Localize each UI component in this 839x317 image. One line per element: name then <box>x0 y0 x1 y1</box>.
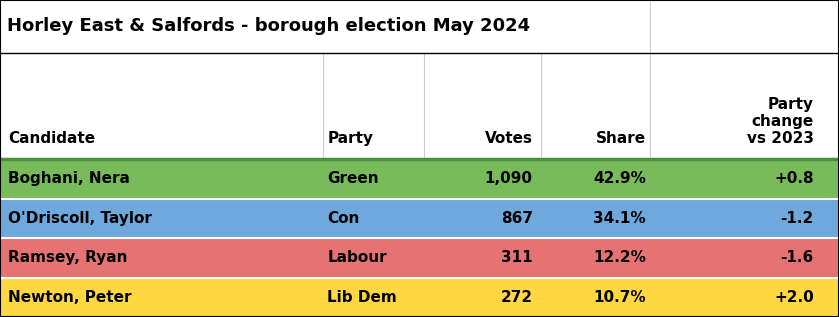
Bar <box>0 53 839 159</box>
Bar <box>0 0 839 53</box>
Text: -1.2: -1.2 <box>780 211 814 226</box>
Text: Boghani, Nera: Boghani, Nera <box>8 171 130 186</box>
Text: Party
change
vs 2023: Party change vs 2023 <box>747 97 814 146</box>
Text: Votes: Votes <box>485 132 533 146</box>
Text: Con: Con <box>327 211 360 226</box>
Text: 1,090: 1,090 <box>485 171 533 186</box>
Text: +2.0: +2.0 <box>774 290 814 305</box>
Text: -1.6: -1.6 <box>780 250 814 265</box>
Bar <box>0 159 839 198</box>
Text: Party: Party <box>327 132 373 146</box>
Text: +0.8: +0.8 <box>774 171 814 186</box>
Text: Horley East & Salfords - borough election May 2024: Horley East & Salfords - borough electio… <box>7 17 530 36</box>
Text: 10.7%: 10.7% <box>593 290 646 305</box>
Bar <box>0 278 839 317</box>
Text: Ramsey, Ryan: Ramsey, Ryan <box>8 250 128 265</box>
Text: 34.1%: 34.1% <box>593 211 646 226</box>
Bar <box>0 238 839 278</box>
Text: 311: 311 <box>501 250 533 265</box>
Text: Labour: Labour <box>327 250 387 265</box>
Text: Lib Dem: Lib Dem <box>327 290 397 305</box>
Text: 867: 867 <box>501 211 533 226</box>
Text: 12.2%: 12.2% <box>593 250 646 265</box>
Text: Share: Share <box>596 132 646 146</box>
Text: O'Driscoll, Taylor: O'Driscoll, Taylor <box>8 211 152 226</box>
Text: 42.9%: 42.9% <box>593 171 646 186</box>
Text: Newton, Peter: Newton, Peter <box>8 290 132 305</box>
Text: 272: 272 <box>501 290 533 305</box>
Text: Green: Green <box>327 171 379 186</box>
Text: Candidate: Candidate <box>8 132 96 146</box>
Bar <box>0 198 839 238</box>
